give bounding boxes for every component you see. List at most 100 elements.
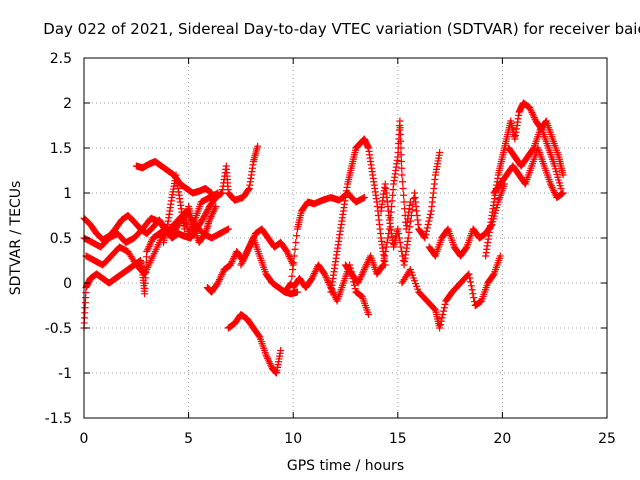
data-point-marker bbox=[291, 245, 299, 253]
data-point-marker bbox=[465, 270, 473, 278]
data-point-marker bbox=[436, 324, 444, 332]
data-point-marker bbox=[267, 361, 275, 369]
data-point-marker bbox=[547, 180, 555, 188]
data-point-marker bbox=[293, 288, 301, 296]
data-point-marker bbox=[144, 244, 152, 252]
data-point-marker bbox=[322, 273, 330, 281]
data-point-marker bbox=[426, 210, 434, 218]
x-tick-label: 15 bbox=[389, 431, 407, 447]
data-point-marker bbox=[421, 234, 429, 242]
data-point-marker bbox=[462, 244, 470, 252]
data-point-marker bbox=[440, 304, 448, 312]
data-point-marker bbox=[383, 239, 391, 246]
data-point-marker bbox=[288, 272, 296, 280]
data-point-marker bbox=[226, 261, 234, 269]
y-tick-label: -0.5 bbox=[45, 321, 72, 337]
data-point-marker bbox=[382, 248, 390, 255]
x-tick-label: 25 bbox=[598, 431, 616, 447]
data-point-marker bbox=[381, 252, 389, 260]
data-point-marker bbox=[351, 285, 359, 293]
data-point-marker bbox=[262, 351, 270, 359]
y-axis-label: SDTVAR / TECUs bbox=[8, 181, 24, 296]
data-point-marker bbox=[384, 234, 392, 242]
y-tick-label: -1 bbox=[58, 366, 72, 382]
data-point-marker bbox=[211, 204, 219, 212]
data-point-marker bbox=[324, 277, 332, 285]
y-tick-label: 2.5 bbox=[50, 51, 72, 67]
data-point-marker bbox=[237, 261, 245, 269]
data-point-marker bbox=[468, 286, 476, 294]
y-tick-label: 0 bbox=[63, 276, 72, 292]
data-point-marker bbox=[496, 252, 504, 260]
data-point-marker bbox=[423, 227, 431, 235]
data-point-marker bbox=[244, 186, 252, 194]
data-point-marker bbox=[361, 264, 369, 272]
data-point-marker bbox=[228, 258, 236, 266]
data-point-marker bbox=[311, 268, 319, 276]
data-point-marker bbox=[145, 242, 153, 250]
data-point-marker bbox=[396, 131, 404, 138]
data-point-marker bbox=[206, 214, 214, 222]
data-point-marker bbox=[354, 279, 362, 287]
data-point-marker bbox=[404, 234, 412, 242]
data-point-marker bbox=[289, 259, 297, 267]
data-point-marker bbox=[559, 189, 567, 197]
data-point-marker bbox=[227, 259, 235, 267]
x-tick-label: 20 bbox=[493, 431, 511, 447]
data-point-marker bbox=[356, 276, 364, 284]
data-point-marker bbox=[379, 261, 387, 269]
data-point-marker bbox=[293, 232, 301, 240]
data-point-marker bbox=[440, 307, 448, 315]
data-point-marker bbox=[425, 217, 433, 225]
data-point-marker bbox=[310, 271, 318, 279]
data-point-marker bbox=[378, 262, 386, 270]
data-point-marker bbox=[469, 290, 477, 298]
data-point-marker bbox=[530, 112, 538, 120]
x-tick-label: 5 bbox=[184, 431, 193, 447]
y-tick-label: 2 bbox=[63, 96, 72, 112]
data-point-marker bbox=[437, 317, 445, 325]
data-point-marker bbox=[283, 248, 291, 255]
data-point-marker bbox=[467, 282, 475, 290]
x-tick-label: 0 bbox=[80, 431, 89, 447]
data-point-marker bbox=[529, 110, 537, 118]
data-point-marker bbox=[398, 164, 406, 172]
data-point-marker bbox=[147, 239, 155, 247]
data-point-marker bbox=[529, 145, 537, 153]
data-point-marker bbox=[238, 259, 246, 267]
data-point-marker bbox=[426, 214, 434, 222]
data-point-marker bbox=[359, 269, 367, 277]
data-point-marker bbox=[284, 249, 292, 257]
data-point-marker bbox=[394, 225, 402, 233]
data-point-marker bbox=[229, 256, 237, 264]
data-point-marker bbox=[430, 305, 438, 313]
data-point-marker bbox=[185, 230, 193, 237]
data-point-marker bbox=[422, 231, 430, 239]
data-point-marker bbox=[242, 249, 250, 257]
data-point-marker bbox=[241, 253, 249, 261]
data-point-marker bbox=[224, 225, 232, 233]
y-tick-label: -1.5 bbox=[45, 411, 72, 427]
data-point-marker bbox=[214, 279, 222, 287]
axis-ticks: 0 5 10 15 20 25 -1.5 -1 -0.5 0 0.5 1 1.5 2 2.5 bbox=[45, 51, 616, 447]
data-point-marker bbox=[238, 258, 246, 266]
data-point-marker bbox=[360, 194, 368, 201]
data-point-marker bbox=[559, 171, 567, 179]
data-point-marker bbox=[264, 356, 272, 364]
data-point-marker bbox=[290, 252, 298, 260]
data-point-marker bbox=[441, 300, 449, 308]
data-point-marker bbox=[358, 271, 366, 279]
data-point-marker bbox=[186, 226, 194, 234]
data-point-marker bbox=[380, 257, 388, 264]
data-point-marker bbox=[209, 209, 217, 217]
data-point-marker bbox=[436, 321, 444, 329]
data-point-marker bbox=[284, 251, 292, 259]
data-point-marker bbox=[265, 358, 273, 366]
data-point-marker bbox=[397, 137, 405, 145]
y-tick-label: 1.5 bbox=[50, 141, 72, 157]
data-point-marker bbox=[395, 230, 403, 237]
data-point-marker bbox=[214, 189, 222, 197]
data-point-marker bbox=[397, 243, 405, 251]
